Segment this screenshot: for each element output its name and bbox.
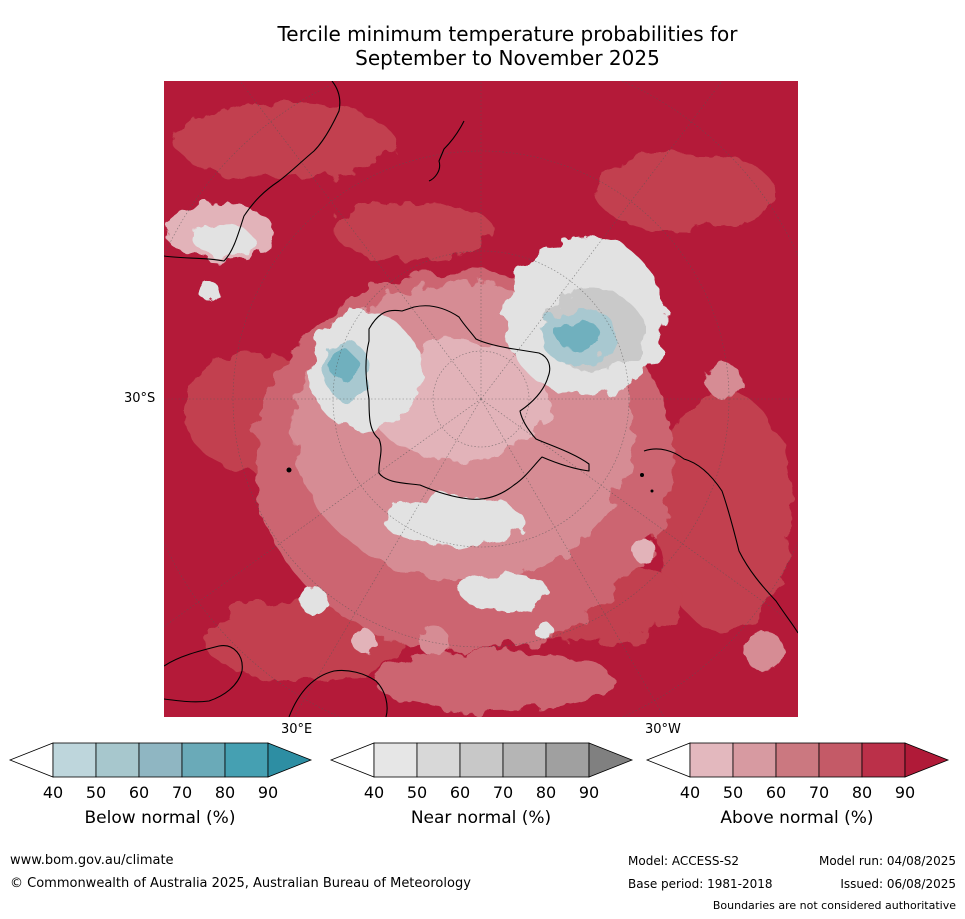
title-line-2: September to November 2025 bbox=[355, 46, 660, 70]
near-tick-80: 80 bbox=[535, 783, 557, 802]
colorbar-segment bbox=[861, 742, 906, 778]
colorbar-segment bbox=[181, 742, 226, 778]
colorbar-max-triangle bbox=[904, 742, 950, 778]
colorbar-segment bbox=[52, 742, 97, 778]
above-tick-40: 40 bbox=[679, 783, 701, 802]
colorbar-segment bbox=[95, 742, 140, 778]
latitude-label-30s: 30°S bbox=[124, 391, 156, 406]
colorbar-above-svg bbox=[645, 742, 950, 778]
below-tick-50: 50 bbox=[85, 783, 107, 802]
colorbar-below-normal bbox=[8, 742, 313, 778]
near-tick-50: 50 bbox=[406, 783, 428, 802]
colorbar-segment bbox=[818, 742, 863, 778]
base-period: Base period: 1981-2018 bbox=[628, 877, 773, 891]
title-line-1: Tercile minimum temperature probabilitie… bbox=[277, 22, 738, 46]
colorbar-below-svg bbox=[8, 742, 313, 778]
issued-date: Issued: 06/08/2025 bbox=[840, 877, 956, 891]
forecast-map bbox=[164, 81, 798, 717]
below-tick-60: 60 bbox=[128, 783, 150, 802]
below-tick-80: 80 bbox=[214, 783, 236, 802]
model-name: Model: ACCESS-S2 bbox=[628, 854, 740, 868]
graticule bbox=[164, 81, 798, 717]
longitude-label-30e: 30°E bbox=[281, 722, 313, 737]
below-tick-70: 70 bbox=[171, 783, 193, 802]
below-tick-90: 90 bbox=[257, 783, 279, 802]
probability-shading bbox=[164, 103, 794, 711]
colorbar-max-triangle bbox=[267, 742, 313, 778]
colorbar-segment bbox=[732, 742, 777, 778]
colorbar-min-triangle bbox=[645, 742, 691, 778]
colorbar-segment bbox=[138, 742, 183, 778]
colorbar-near-normal bbox=[329, 742, 634, 778]
longitude-label-30w: 30°W bbox=[645, 722, 681, 737]
model-run-date: Model run: 04/08/2025 bbox=[818, 854, 956, 868]
near-tick-40: 40 bbox=[363, 783, 385, 802]
colorbar-max-triangle bbox=[588, 742, 634, 778]
colorbar-segment bbox=[502, 742, 547, 778]
above-tick-60: 60 bbox=[765, 783, 787, 802]
near-tick-60: 60 bbox=[449, 783, 471, 802]
above-tick-50: 50 bbox=[722, 783, 744, 802]
above-tick-70: 70 bbox=[808, 783, 830, 802]
colorbar-segment bbox=[775, 742, 820, 778]
near-tick-90: 90 bbox=[578, 783, 600, 802]
boundaries-disclaimer: Boundaries are not considered authoritat… bbox=[712, 899, 956, 912]
below-tick-40: 40 bbox=[42, 783, 64, 802]
colorbar-segment bbox=[689, 742, 734, 778]
website-link[interactable]: www.bom.gov.au/climate bbox=[10, 853, 174, 868]
copyright-text: © Commonwealth of Australia 2025, Austra… bbox=[10, 876, 471, 891]
colorbar-near-svg bbox=[329, 742, 634, 778]
colorbar-segment bbox=[224, 742, 269, 778]
above-tick-90: 90 bbox=[894, 783, 916, 802]
colorbar-segment bbox=[416, 742, 461, 778]
above-normal-label: Above normal (%) bbox=[720, 808, 874, 828]
colorbar-min-triangle bbox=[8, 742, 54, 778]
above-tick-80: 80 bbox=[851, 783, 873, 802]
map-canvas bbox=[164, 81, 798, 717]
near-normal-label: Near normal (%) bbox=[410, 808, 552, 828]
colorbar-segment bbox=[373, 742, 418, 778]
below-normal-label: Below normal (%) bbox=[84, 808, 236, 828]
near-tick-70: 70 bbox=[492, 783, 514, 802]
colorbar-segment bbox=[459, 742, 504, 778]
islands bbox=[286, 467, 654, 493]
colorbar-segment bbox=[545, 742, 590, 778]
colorbar-min-triangle bbox=[329, 742, 375, 778]
coastlines bbox=[164, 81, 798, 717]
chart-title: Tercile minimum temperature probabilitie… bbox=[165, 22, 850, 70]
colorbar-above-normal bbox=[645, 742, 950, 778]
probability-speckles bbox=[199, 281, 784, 671]
